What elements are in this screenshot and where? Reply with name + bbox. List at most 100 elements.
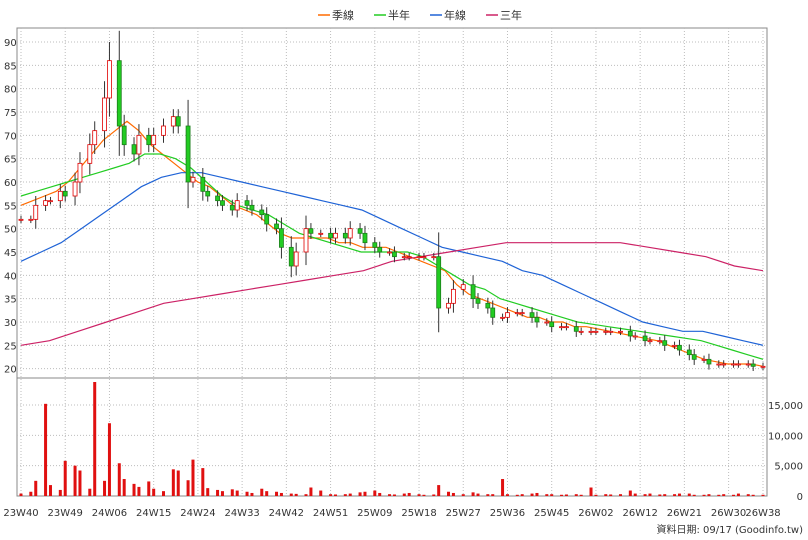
volume-bar	[560, 494, 564, 496]
volume-bar	[343, 494, 347, 496]
volume-tick-label: 15,000	[768, 401, 803, 412]
volume-bar	[147, 481, 151, 496]
volume-bar	[294, 493, 298, 496]
volume-bar	[73, 465, 77, 496]
candle-body	[701, 358, 707, 361]
candle-body	[392, 251, 397, 258]
volume-bar	[722, 494, 726, 496]
volume-bar	[707, 494, 711, 496]
x-tick-label: 26W02	[578, 508, 613, 519]
ma-line-0	[20, 120, 764, 367]
candle-body	[505, 312, 510, 318]
candle-body	[500, 316, 505, 319]
price-tick-label: 20	[4, 365, 17, 376]
volume-bar	[535, 492, 539, 496]
price-panel-frame	[16, 27, 768, 379]
volume-bar	[107, 423, 111, 496]
volume-bar	[604, 494, 608, 496]
candle-body	[691, 354, 697, 360]
volume-bar	[437, 485, 441, 496]
candle-body	[578, 330, 584, 333]
volume-bar	[250, 492, 254, 496]
x-tick-label: 25W45	[534, 508, 569, 519]
volume-bar	[137, 486, 141, 496]
candle-body	[215, 195, 220, 202]
x-tick-label: 24W51	[313, 508, 348, 519]
candle-body	[43, 200, 48, 206]
price-tick-label: 60	[4, 178, 17, 189]
price-tick-label: 70	[4, 131, 17, 142]
candle-body	[293, 251, 299, 267]
x-tick-label: 23W40	[3, 508, 38, 519]
volume-tick-labels: 0 5,000 10,000 15,000	[768, 401, 803, 503]
candle-body	[387, 251, 392, 254]
volume-bar	[260, 488, 264, 496]
candle-body	[234, 200, 240, 211]
legend-label-0: 季線	[332, 8, 354, 22]
candle-body	[318, 232, 324, 235]
volume-bar	[162, 491, 166, 496]
volume-bar	[491, 494, 495, 496]
candle-body	[18, 218, 24, 221]
x-tick-label: 25W27	[446, 508, 481, 519]
candle-body	[686, 349, 692, 356]
moving-average-lines	[20, 120, 764, 367]
volume-bar	[574, 494, 578, 496]
volume-bar	[476, 493, 480, 496]
data-date-footer: 資料日期: 09/17 (Goodinfo.tw)	[656, 523, 803, 536]
volume-bar	[191, 459, 195, 496]
price-tick-label: 50	[4, 225, 17, 236]
price-tick-labels: 20 25 30 35 40 45 50 55 60 65 70 75 80 85 90	[4, 38, 17, 376]
candle-body	[721, 363, 727, 366]
price-tick-label: 75	[4, 108, 17, 119]
volume-bar	[530, 493, 534, 496]
legend-label-1: 半年	[388, 8, 410, 22]
candle-body	[92, 130, 98, 146]
x-tick-label: 25W18	[401, 508, 436, 519]
price-tick-label: 85	[4, 61, 17, 72]
candle-body	[716, 363, 722, 366]
legend-label-2: 年線	[444, 8, 466, 22]
volume-bar	[692, 494, 696, 496]
volume-bar	[392, 494, 396, 496]
volume-bar	[732, 494, 736, 496]
volume-bar	[289, 493, 293, 496]
volume-bar	[358, 492, 362, 496]
candle-body	[308, 228, 314, 234]
x-tick-label: 26W38	[745, 508, 780, 519]
volume-bar	[486, 494, 490, 496]
candle-body	[249, 204, 255, 211]
volume-bar	[520, 494, 524, 496]
candle-body	[175, 116, 181, 127]
volume-bar	[717, 494, 721, 496]
grid	[17, 28, 767, 496]
candle-body	[303, 228, 309, 253]
volume-bar	[171, 469, 175, 496]
volume-bar	[206, 488, 210, 496]
volume-bar	[235, 490, 239, 496]
candle-body	[372, 242, 378, 248]
volume-bar	[407, 492, 411, 496]
volume-bar	[63, 460, 67, 496]
candle-body	[750, 363, 756, 367]
candle-body	[529, 312, 535, 318]
volume-bar	[471, 492, 475, 496]
candle-body	[259, 209, 265, 216]
volume-bar	[132, 483, 136, 496]
candle-body	[288, 246, 294, 267]
ma-line-3	[20, 242, 764, 346]
volume-bar	[378, 492, 382, 496]
volume-bar	[48, 485, 52, 496]
volume-bar	[333, 494, 337, 496]
volume-bar	[44, 403, 48, 496]
candle-body	[146, 134, 152, 146]
candle-body	[760, 365, 766, 368]
volume-bar	[348, 493, 352, 496]
candle-body	[446, 302, 451, 309]
volume-bar	[363, 491, 367, 496]
x-tick-label: 24W33	[224, 508, 259, 519]
candle-body	[205, 190, 211, 197]
candle-body	[362, 232, 368, 244]
volume-bar	[751, 494, 755, 496]
